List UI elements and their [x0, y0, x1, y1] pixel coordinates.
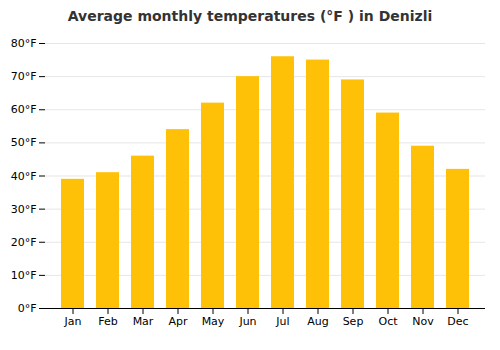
- svg-text:30°F: 30°F: [11, 203, 37, 216]
- svg-text:Jul: Jul: [275, 315, 289, 328]
- svg-text:50°F: 50°F: [11, 136, 37, 149]
- svg-text:0°F: 0°F: [18, 302, 37, 315]
- svg-text:70°F: 70°F: [11, 70, 37, 83]
- svg-text:Aug: Aug: [307, 315, 328, 328]
- svg-text:Dec: Dec: [447, 315, 468, 328]
- svg-text:Apr: Apr: [168, 315, 188, 328]
- svg-text:Jun: Jun: [238, 315, 256, 328]
- svg-text:May: May: [202, 315, 225, 328]
- svg-text:Nov: Nov: [412, 315, 434, 328]
- svg-text:Mar: Mar: [133, 315, 154, 328]
- svg-text:20°F: 20°F: [11, 236, 37, 249]
- svg-text:Feb: Feb: [98, 315, 117, 328]
- svg-text:Jan: Jan: [64, 315, 82, 328]
- svg-text:40°F: 40°F: [11, 170, 37, 183]
- svg-text:10°F: 10°F: [11, 269, 37, 282]
- svg-text:60°F: 60°F: [11, 103, 37, 116]
- svg-text:Oct: Oct: [378, 315, 398, 328]
- svg-text:80°F: 80°F: [11, 37, 37, 50]
- html-text:Average monthly temperatures (: Average monthly temperatures (°F ) in De…: [67, 8, 433, 24]
- svg-text:Sep: Sep: [343, 315, 364, 328]
